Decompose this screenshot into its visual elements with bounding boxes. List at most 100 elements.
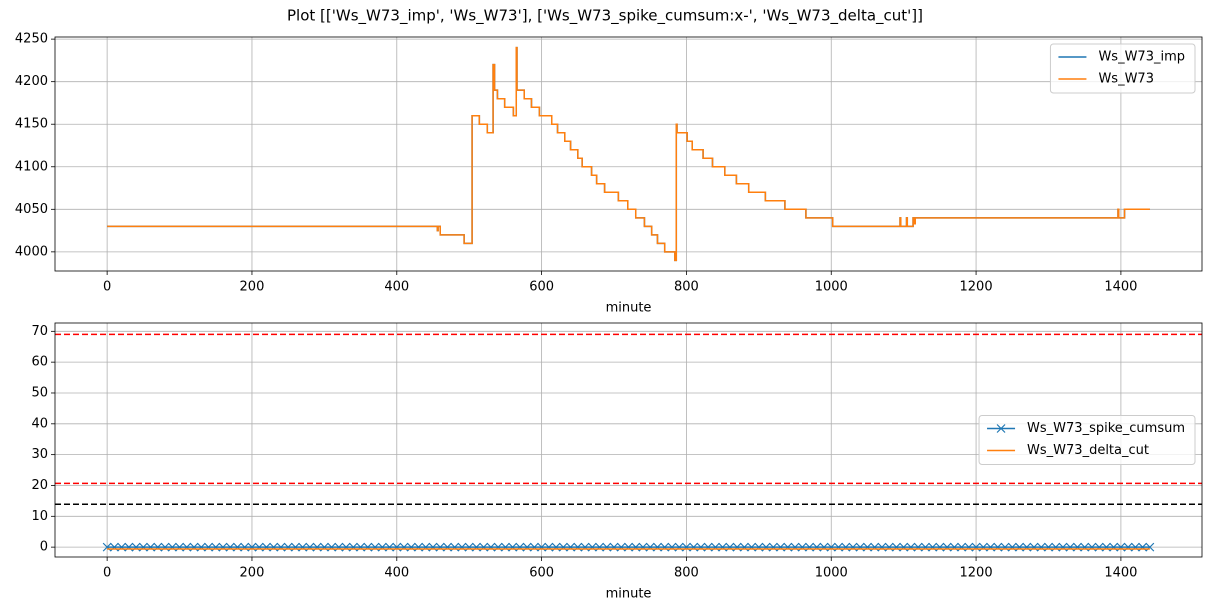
plot-area <box>107 46 1150 262</box>
marker <box>1051 542 1061 552</box>
marker <box>920 542 930 552</box>
plot-area <box>55 333 1202 552</box>
y-tick-label: 4250 <box>15 32 48 47</box>
y-tick-label: 4000 <box>15 244 48 259</box>
marker <box>167 542 177 552</box>
marker <box>1138 542 1148 552</box>
marker <box>776 542 785 552</box>
marker <box>986 542 995 552</box>
marker <box>421 542 431 552</box>
x-tick-label: 200 <box>240 280 265 295</box>
marker <box>399 542 409 552</box>
marker <box>1065 542 1075 552</box>
axes-frame <box>54 322 1203 558</box>
marker <box>109 542 119 552</box>
marker <box>247 542 257 552</box>
marker <box>689 542 699 552</box>
marker <box>891 542 901 552</box>
x-tick-label: 0 <box>103 566 111 581</box>
marker <box>660 542 670 552</box>
y-tick-label: 10 <box>31 509 48 524</box>
marker <box>674 542 684 552</box>
marker <box>573 542 583 552</box>
marker <box>1109 542 1119 552</box>
y-tick-label: 4150 <box>15 117 48 132</box>
marker <box>290 542 300 552</box>
marker <box>233 542 242 552</box>
axes-frame <box>54 36 1203 272</box>
marker <box>312 542 322 552</box>
x-tick-label: 800 <box>674 566 699 581</box>
marker <box>117 542 127 552</box>
legend-label: Ws_W73_delta_cut <box>1027 443 1149 458</box>
marker <box>493 542 503 552</box>
y-tick-label: 70 <box>31 324 48 339</box>
marker <box>834 542 843 552</box>
marker <box>826 542 836 552</box>
marker <box>131 542 141 552</box>
marker <box>841 542 851 552</box>
marker <box>529 542 539 552</box>
marker <box>435 542 445 552</box>
marker <box>747 542 757 552</box>
marker <box>797 542 807 552</box>
marker <box>269 542 279 552</box>
marker <box>175 542 184 552</box>
marker <box>935 542 945 552</box>
legend-label: Ws_W73_spike_cumsum <box>1027 421 1185 436</box>
marker <box>732 542 742 552</box>
marker <box>653 542 662 552</box>
marker <box>189 542 199 552</box>
marker <box>595 542 604 552</box>
marker <box>102 542 112 552</box>
legend: Ws_W73_spike_cumsum Ws_W73_delta_cut <box>978 415 1196 465</box>
marker <box>414 542 423 552</box>
marker <box>718 542 728 552</box>
y-tick-label: 50 <box>31 385 48 400</box>
y-tick-label: 20 <box>31 478 48 493</box>
marker <box>848 542 858 552</box>
y-tick-label: 4050 <box>15 202 48 217</box>
marker <box>1007 542 1017 552</box>
x-tick-label: 200 <box>240 566 265 581</box>
x-axis-label: minute <box>606 301 652 316</box>
marker <box>262 542 271 552</box>
marker <box>370 542 380 552</box>
legend-box <box>1049 43 1196 94</box>
marker <box>515 542 525 552</box>
marker <box>682 542 691 552</box>
marker <box>558 542 568 552</box>
marker <box>327 542 337 552</box>
y-tick-label: 4200 <box>15 74 48 89</box>
x-tick-label: 600 <box>529 280 554 295</box>
marker <box>587 542 597 552</box>
marker <box>160 542 170 552</box>
x-axis-label: minute <box>606 587 652 602</box>
legend-label: Ws_W73 <box>1098 72 1154 87</box>
marker <box>298 542 308 552</box>
marker <box>949 542 959 552</box>
marker <box>1022 542 1032 552</box>
marker <box>392 542 402 552</box>
marker <box>964 542 974 552</box>
marker <box>443 542 452 552</box>
legend-box <box>978 415 1196 465</box>
marker <box>283 542 293 552</box>
marker <box>877 542 887 552</box>
marker <box>790 542 800 552</box>
marker <box>602 542 612 552</box>
marker <box>870 542 880 552</box>
marker <box>1058 542 1068 552</box>
marker <box>196 542 206 552</box>
marker <box>406 542 416 552</box>
marker <box>1044 542 1053 552</box>
marker <box>551 542 561 552</box>
x-tick-label: 1200 <box>960 280 993 295</box>
marker <box>710 542 720 552</box>
x-tick-label: 1000 <box>815 280 848 295</box>
marker <box>472 542 481 552</box>
x-tick-label: 400 <box>384 566 409 581</box>
y-tick-label: 60 <box>31 355 48 370</box>
marker <box>544 542 554 552</box>
